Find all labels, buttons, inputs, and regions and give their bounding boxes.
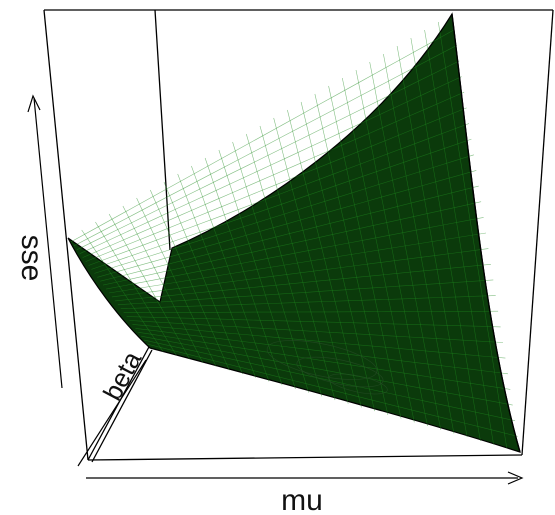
mesh-line [129, 320, 504, 343]
mesh-line [138, 332, 511, 390]
mesh-line [369, 61, 441, 430]
mesh-line [300, 101, 375, 412]
mesh-line [355, 69, 428, 427]
mesh-line [132, 324, 506, 359]
mesh-line [424, 29, 494, 445]
x-axis-arrowhead [507, 471, 524, 485]
mesh-line [396, 45, 468, 438]
mesh-line [383, 53, 455, 434]
mesh-line [135, 328, 508, 375]
y-axis-arrow [77, 359, 147, 467]
mesh-line [287, 109, 362, 408]
box-edge-bottom [87, 454, 523, 461]
box-edge-right [521, 9, 554, 456]
mesh-line [314, 93, 389, 415]
surface [67, 12, 521, 453]
box-edge-inner-vertical [154, 9, 171, 251]
mesh-line [147, 343, 518, 437]
surface-mesh [70, 21, 518, 449]
mesh-line [114, 264, 491, 302]
axes [27, 94, 524, 485]
mesh-line [111, 248, 489, 298]
x-axis-label: mu [281, 484, 323, 515]
mesh-line [126, 316, 501, 328]
surface-sheet [67, 12, 521, 453]
mesh-line [438, 21, 508, 449]
mesh-line [141, 335, 513, 406]
mesh-line [410, 37, 481, 441]
mesh-line [273, 117, 349, 404]
box-edge-left-back [43, 9, 89, 461]
z-axis-arrow [33, 97, 63, 389]
mesh-line [117, 279, 494, 306]
z-axis-label: sse [15, 235, 48, 282]
z-axis-arrowhead [27, 94, 41, 113]
mesh-line [123, 310, 499, 313]
surface-right-rim [451, 13, 521, 453]
mesh-line [120, 295, 496, 309]
y-axis-label: beta [97, 346, 147, 405]
mesh-line [108, 232, 487, 294]
box-edge-beta-2 [91, 349, 153, 463]
surface-contour [296, 356, 384, 388]
surface-contour [266, 340, 378, 380]
mesh-line [328, 85, 402, 419]
mesh-line [342, 77, 415, 423]
